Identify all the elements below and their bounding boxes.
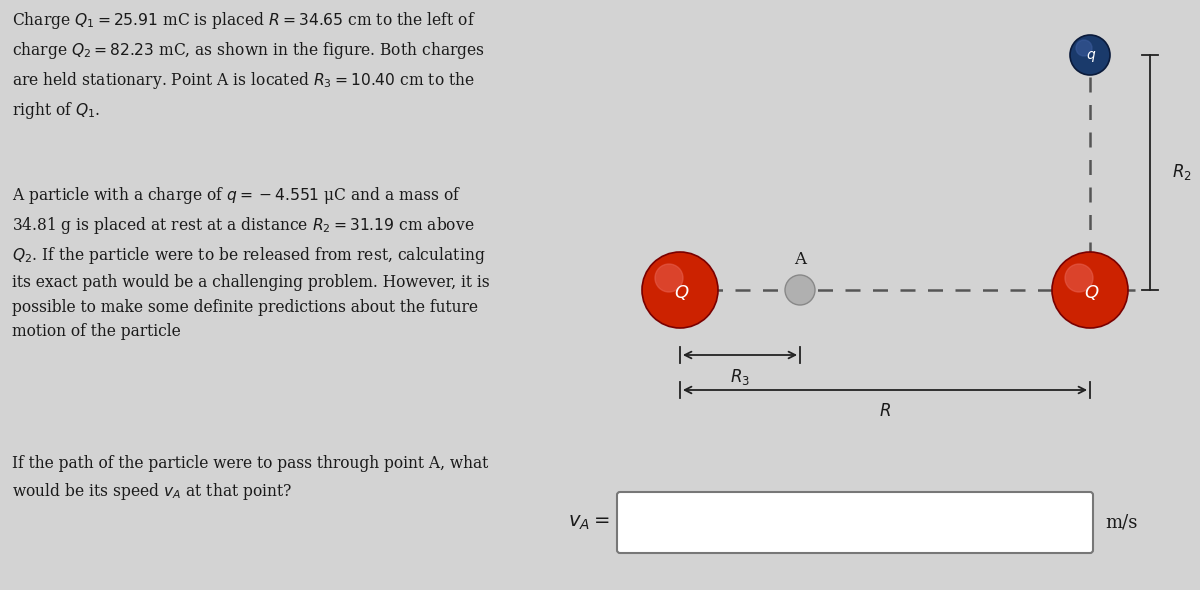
Circle shape (1066, 264, 1093, 292)
Circle shape (642, 252, 718, 328)
Text: $R_2$: $R_2$ (1172, 162, 1192, 182)
Text: $q$: $q$ (1086, 50, 1096, 64)
Text: $Q$: $Q$ (674, 284, 690, 303)
Circle shape (785, 275, 815, 305)
Circle shape (1052, 252, 1128, 328)
Text: m/s: m/s (1105, 513, 1138, 532)
Text: $R$: $R$ (880, 404, 890, 421)
Text: If the path of the particle were to pass through point A, what
would be its spee: If the path of the particle were to pass… (12, 455, 488, 502)
Circle shape (1076, 40, 1092, 56)
FancyBboxPatch shape (617, 492, 1093, 553)
Text: $R_3$: $R_3$ (730, 367, 750, 387)
Text: Charge $Q_1 = 25.91$ mC is placed $R = 34.65$ cm to the left of
charge $Q_2 = 82: Charge $Q_1 = 25.91$ mC is placed $R = 3… (12, 10, 485, 121)
Text: $Q$: $Q$ (1085, 284, 1099, 303)
Circle shape (655, 264, 683, 292)
Text: A particle with a charge of $q = -4.551$ μC and a mass of
34.81 g is placed at r: A particle with a charge of $q = -4.551$… (12, 185, 490, 340)
Circle shape (1070, 35, 1110, 75)
Text: A: A (794, 251, 806, 268)
Text: $v_A =$: $v_A =$ (569, 513, 610, 532)
